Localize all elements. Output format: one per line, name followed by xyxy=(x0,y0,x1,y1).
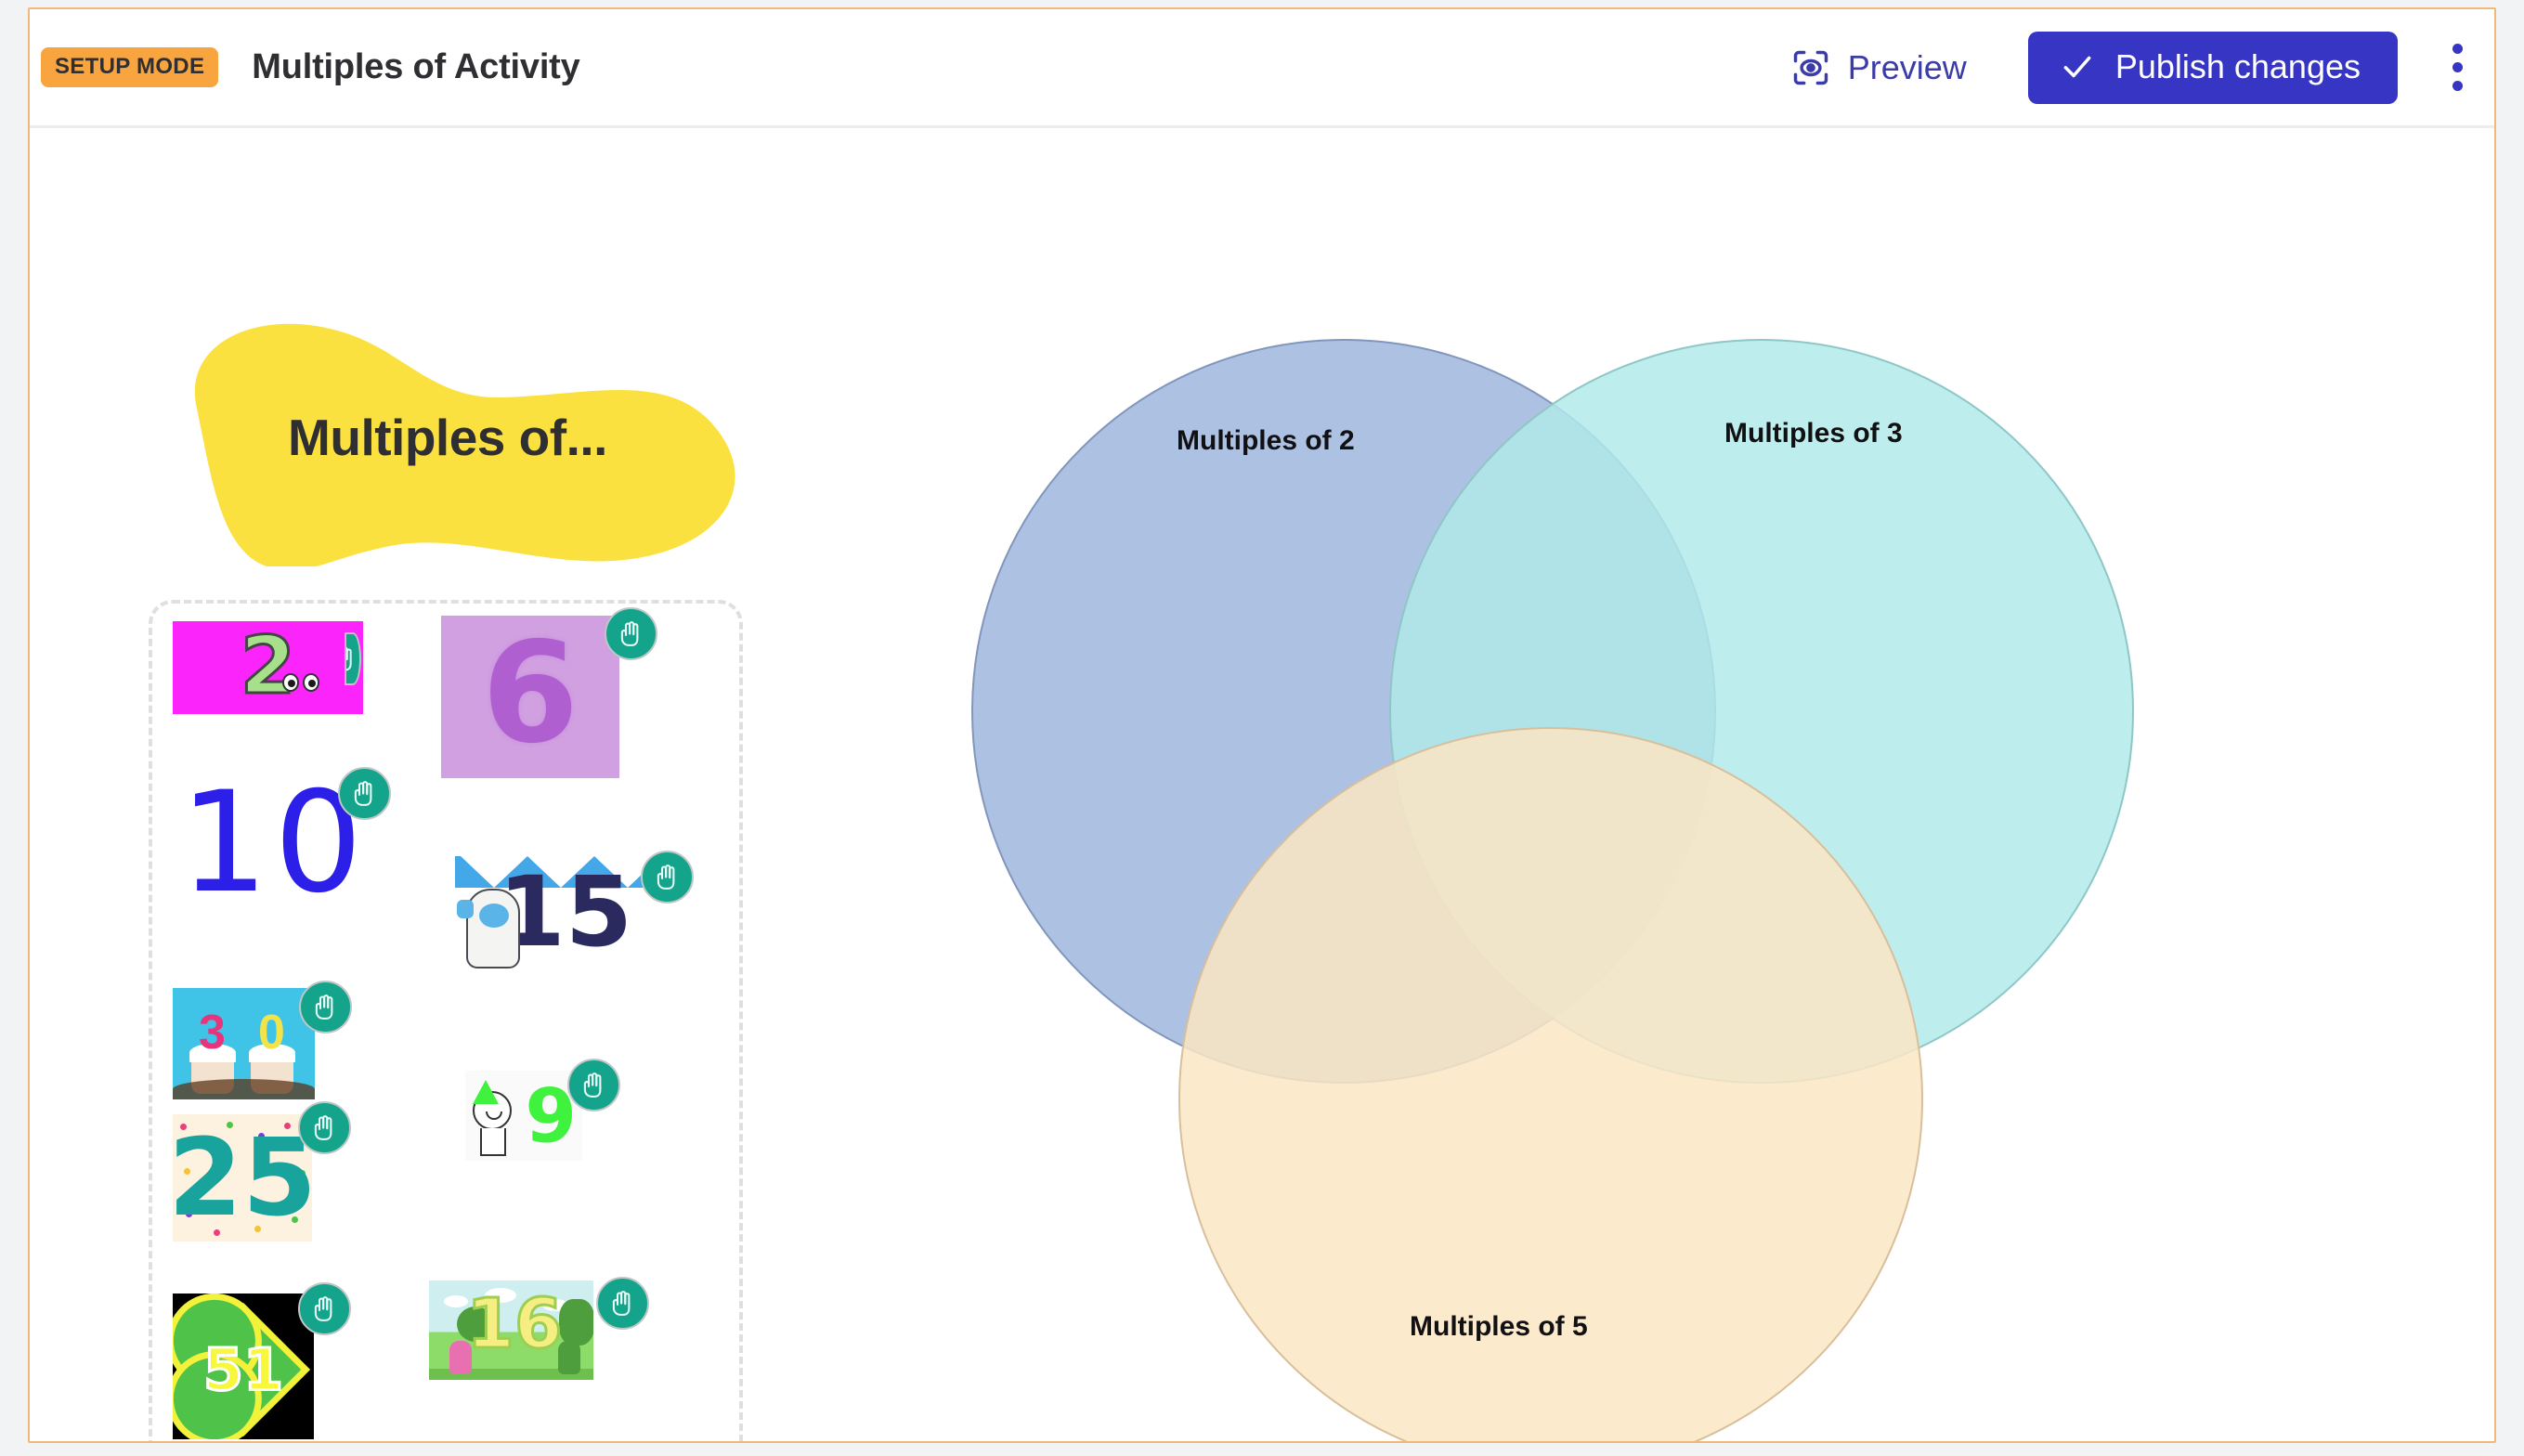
list-item[interactable]: 51 xyxy=(173,1282,351,1439)
list-item[interactable]: 3 0 xyxy=(173,981,352,1099)
drag-hand-icon[interactable] xyxy=(567,1059,620,1112)
list-item[interactable]: 6 xyxy=(441,607,657,778)
app-header: SETUP MODE Multiples of Activity Preview xyxy=(30,9,2494,128)
publish-changes-button[interactable]: Publish changes xyxy=(2027,31,2398,104)
title-blob-text: Multiples of... xyxy=(288,409,607,466)
drag-hand-icon[interactable] xyxy=(299,981,352,1034)
list-item[interactable]: 10 xyxy=(194,767,391,905)
item-value-label-digit2: 0 xyxy=(258,1006,285,1060)
item-value-label: 25 xyxy=(173,1115,312,1241)
check-icon xyxy=(2060,49,2095,84)
item-image-9[interactable]: 9 xyxy=(465,1071,582,1161)
item-image-51[interactable]: 51 xyxy=(173,1294,314,1439)
drag-hand-icon[interactable] xyxy=(298,1282,351,1335)
item-image-25[interactable]: 25 xyxy=(173,1114,312,1242)
item-value-label: 16 xyxy=(465,1283,564,1366)
item-value-label: 15 xyxy=(498,856,633,968)
venn-diagram[interactable]: Multiples of 2 Multiples of 3 Multiples … xyxy=(930,321,2268,1441)
publish-label: Publish changes xyxy=(2114,46,2361,85)
list-item[interactable]: 9 xyxy=(465,1059,620,1161)
venn-label-multiples-of-5: Multiples of 5 xyxy=(1410,1311,1588,1342)
item-image-30[interactable]: 3 0 xyxy=(173,988,315,1099)
page-title: Multiples of Activity xyxy=(252,47,580,86)
item-value-label: 51 xyxy=(202,1334,284,1405)
title-blob[interactable]: Multiples of... xyxy=(111,297,761,566)
blob-shape xyxy=(195,323,735,566)
kebab-menu-icon[interactable] xyxy=(2437,38,2478,98)
item-image-6[interactable]: 6 xyxy=(441,616,619,778)
drag-hand-icon[interactable] xyxy=(605,607,657,660)
preview-button[interactable]: Preview xyxy=(1777,38,1980,98)
activity-page-frame: SETUP MODE Multiples of Activity Preview xyxy=(28,7,2496,1443)
item-value-label: 10 xyxy=(194,780,354,905)
list-item[interactable]: 15 xyxy=(455,851,694,972)
item-image-15[interactable]: 15 xyxy=(455,856,659,972)
list-item[interactable]: 25 xyxy=(173,1101,351,1242)
activity-canvas: Multiples of... 2 xyxy=(30,128,2494,1441)
preview-label: Preview xyxy=(1847,47,1967,86)
item-value-label: 2 xyxy=(239,621,297,714)
drag-hand-icon[interactable] xyxy=(596,1277,649,1330)
venn-label-multiples-of-2: Multiples of 2 xyxy=(1177,425,1355,456)
item-value-label-digit1: 3 xyxy=(199,1006,226,1060)
item-image-16[interactable]: 16 xyxy=(429,1280,593,1380)
preview-scan-icon xyxy=(1790,47,1831,88)
item-tray[interactable]: 2 6 xyxy=(149,600,743,1441)
venn-circles xyxy=(971,339,2134,1441)
venn-label-multiples-of-3: Multiples of 3 xyxy=(1724,418,1903,448)
drag-hand-icon[interactable] xyxy=(298,1101,351,1154)
venn-circle-multiples-of-5 xyxy=(1178,727,1923,1441)
header-actions: Preview Publish changes xyxy=(1777,31,2494,104)
setup-mode-badge: SETUP MODE xyxy=(41,47,219,87)
item-image-2[interactable]: 2 xyxy=(173,621,363,714)
drag-hand-icon[interactable] xyxy=(338,767,391,820)
list-item[interactable]: 2 xyxy=(173,621,363,714)
drag-hand-icon[interactable] xyxy=(641,851,694,904)
drag-hand-icon[interactable] xyxy=(345,632,361,685)
list-item[interactable]: 16 xyxy=(429,1277,649,1380)
item-value-label: 6 xyxy=(481,616,579,774)
item-image-10[interactable]: 10 xyxy=(194,780,354,905)
